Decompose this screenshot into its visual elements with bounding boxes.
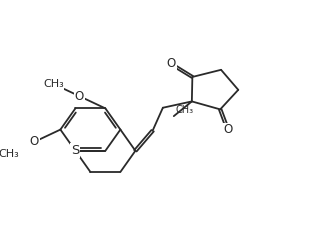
Text: O: O — [167, 58, 176, 70]
Text: S: S — [71, 144, 80, 157]
Text: CH₃: CH₃ — [43, 79, 64, 89]
Text: O: O — [75, 90, 84, 103]
Text: O: O — [223, 124, 233, 136]
Text: CH₃: CH₃ — [0, 149, 19, 159]
Text: O: O — [30, 135, 39, 148]
Text: CH₃: CH₃ — [175, 105, 193, 115]
